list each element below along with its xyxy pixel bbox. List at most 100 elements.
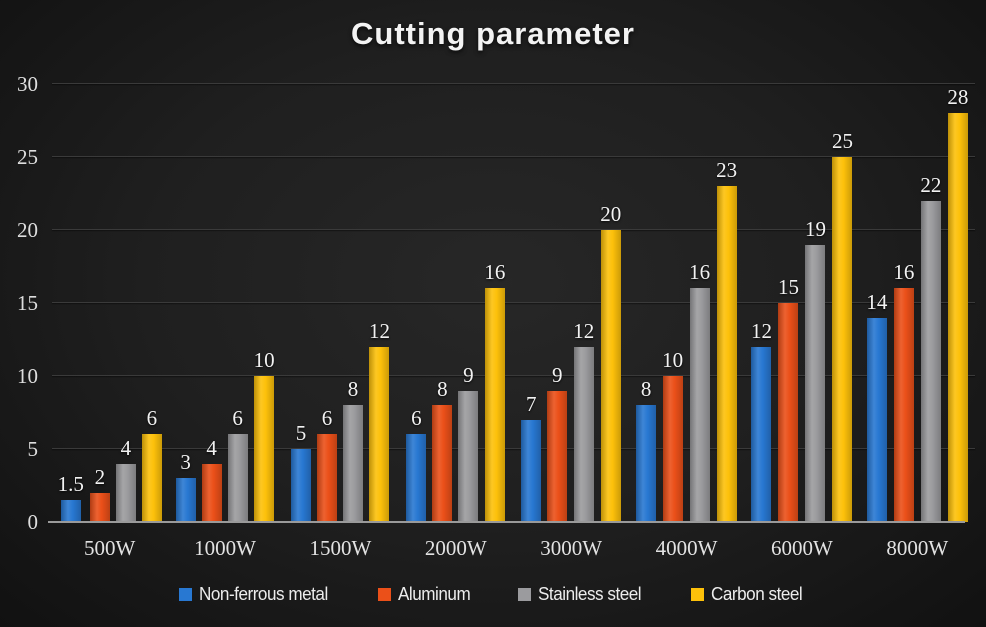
data-label: 8 [347,377,359,402]
data-label: 12 [368,318,390,343]
bar-non-ferrous-metal-1500W [290,449,311,522]
data-label: 19 [804,216,826,241]
data-label: 20 [600,202,622,226]
data-label: 14 [866,289,888,314]
data-label: 6 [232,406,243,431]
data-label: 4 [206,435,217,460]
data-label: 23 [716,158,738,183]
bar-column: 9 [458,362,479,523]
bar-non-ferrous-metal-3000W [521,419,542,523]
x-tick-label-2000W: 2000W [424,536,487,560]
bar-group-4000W: 8 10 16 23 [629,84,744,522]
bar-column: 15 [778,277,799,522]
bar-column: 22 [920,172,942,523]
bar-carbon-steel-500W [141,434,162,522]
bar-stainless-steel-3000W [573,346,594,523]
legend-swatch-icon [518,588,532,601]
bar-carbon-steel-4000W [716,186,737,522]
bar-aluminum-3000W [547,390,568,523]
bar-column: 6 [406,406,427,522]
bar-group-2000W: 6 8 9 16 [398,84,513,523]
legend-swatch-icon [691,588,705,601]
data-label: 16 [893,260,915,285]
bar-column: 3 [175,450,196,522]
bar-non-ferrous-metal-6000W [751,346,772,523]
data-label: 4 [120,435,132,460]
x-axis-labels: 500W 1000W 1500W 2000W 3000W 4000W 6000W 8000W [52,536,975,561]
data-label: 6 [411,406,422,431]
bar-stainless-steel-1500W [342,405,363,522]
data-label: 16 [484,260,506,285]
bar-column: 12 [368,318,390,523]
data-label: 8 [640,377,652,402]
legend-label: Aluminum [398,584,471,604]
legend: Non-ferrous metal Aluminum Stainless steel… [0,584,986,605]
legend-item-carbon-steel: Carbon steel [691,584,807,605]
bar-non-ferrous-metal-1000W [175,478,196,522]
x-axis-line [48,521,965,523]
y-tick-label: 25 [17,145,38,169]
data-label: 25 [831,129,853,153]
bar-column: 6 [316,406,337,522]
bar-column: 19 [804,216,826,523]
bar-stainless-steel-500W [115,463,136,523]
data-label: 1.5 [57,472,84,497]
bar-aluminum-4000W [662,376,683,522]
data-label: 12 [750,318,772,343]
legend-item-aluminum: Aluminum [378,584,474,605]
legend-item-stainless-steel: Stainless steel [518,584,647,605]
x-tick-label-4000W: 4000W [655,536,718,560]
bar-group-8000W: 14 16 22 28 [860,84,975,523]
gridline-30 [52,83,975,84]
data-label: 9 [463,362,474,387]
bar-carbon-steel-1500W [369,346,390,523]
bar-aluminum-2000W [432,405,453,522]
bar-stainless-steel-2000W [458,390,479,523]
chart-title: Cutting parameter [351,16,635,51]
bar-column: 9 [547,362,568,523]
legend-label: Stainless steel [538,584,642,604]
bar-group-1500W: 5 6 8 12 [283,84,398,523]
bar-column: 6 [227,406,248,522]
bar-group-1000W: 3 4 6 10 [167,84,282,523]
bar-column: 10 [254,350,275,522]
legend-item-non-ferrous-metal: Non-ferrous metal [178,584,335,605]
bar-column: 14 [866,289,888,523]
bar-carbon-steel-3000W [600,230,621,522]
data-label: 28 [947,85,969,110]
bar-column: 25 [832,131,853,522]
bar-column: 23 [716,160,737,522]
bar-carbon-steel-6000W [832,157,853,522]
data-label: 10 [253,348,275,372]
bar-column: 16 [689,262,710,522]
data-label: 22 [920,172,942,197]
bar-groups: 1.5 2 4 6 3 4 6 10 5 6 8 12 6 8 9 16 7 9 12 20 8 10 16 23 12 15 19… [52,84,975,523]
data-label: 3 [180,450,191,475]
y-tick-label: 30 [17,72,38,96]
bar-column: 6 [141,406,162,522]
gridline-15 [52,302,975,303]
legend-swatch-icon [178,588,192,601]
x-tick-label-6000W: 6000W [771,536,833,560]
legend-label: Carbon steel [711,584,803,604]
bar-non-ferrous-metal-8000W [866,317,887,523]
y-tick-label: 10 [17,364,38,388]
x-tick-label-500W: 500W [84,536,136,560]
bar-column: 5 [290,423,311,522]
bar-column: 4 [115,435,136,523]
bar-stainless-steel-6000W [805,244,826,523]
y-tick-label: 5 [27,437,39,461]
gridline-5 [52,448,975,449]
bar-column: 2 [89,466,110,523]
data-label: 9 [551,362,563,387]
gridline-10 [52,375,975,376]
bar-non-ferrous-metal-2000W [406,434,427,522]
bar-column: 12 [573,320,594,523]
bar-non-ferrous-metal-500W [60,500,81,522]
x-tick-label-8000W: 8000W [886,536,949,560]
data-label: 6 [321,406,333,431]
bar-stainless-steel-4000W [689,288,710,522]
bar-group-3000W: 7 9 12 20 [514,84,629,523]
data-label: 6 [146,406,158,431]
